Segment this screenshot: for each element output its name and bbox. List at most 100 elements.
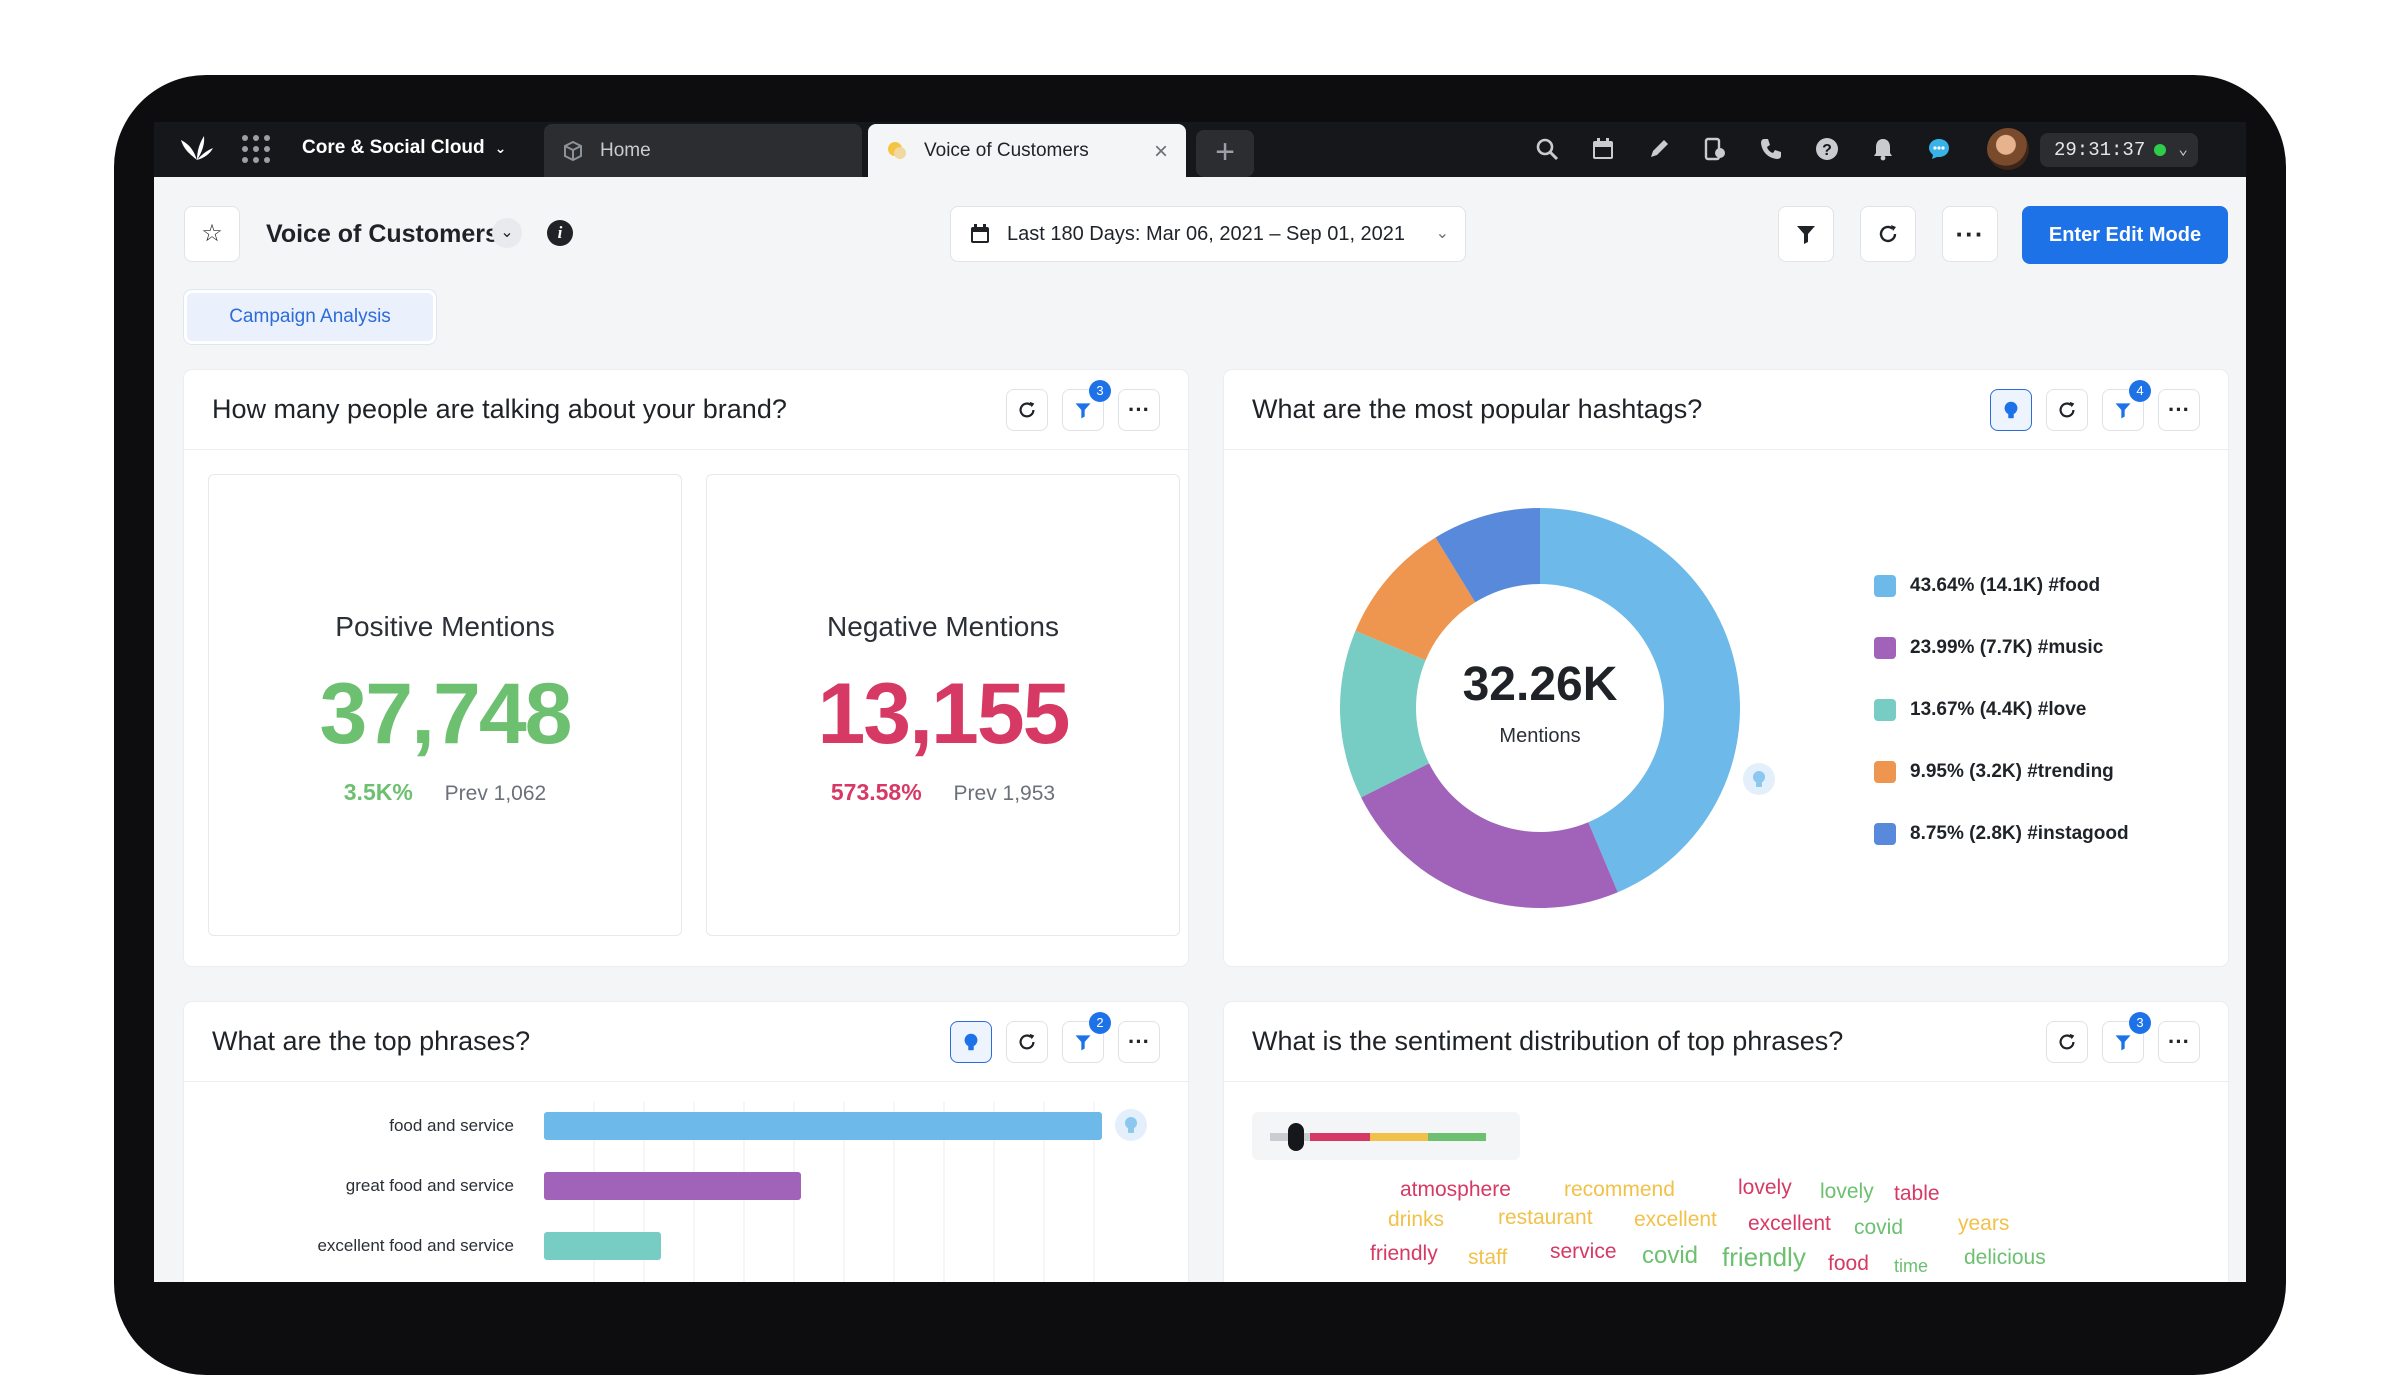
donut-slice-music[interactable] [1361, 763, 1618, 908]
tab-campaign-analysis[interactable]: Campaign Analysis [184, 290, 436, 344]
legend-swatch [1874, 823, 1896, 845]
widget-more-button[interactable]: ··· [2158, 1021, 2200, 1063]
status-clock[interactable]: 29:31:37 ⌄ [2040, 133, 2198, 167]
legend-item[interactable]: 23.99% (7.7K) #music [1874, 617, 2129, 679]
date-range-label: Last 180 Days: Mar 06, 2021 – Sep 01, 20… [1007, 223, 1406, 245]
legend-item[interactable]: 43.64% (14.1K) #food [1874, 555, 2129, 617]
legend-swatch [1874, 637, 1896, 659]
workspace-switcher[interactable]: Core & Social Cloud ⌄ [302, 137, 506, 159]
cloud-word[interactable]: food [1828, 1252, 1869, 1275]
cloud-word[interactable]: restaurant [1498, 1206, 1593, 1229]
phrase-label: great food and service [345, 1176, 514, 1195]
cloud-word[interactable]: friendly [1370, 1242, 1438, 1265]
new-tab-button[interactable]: + [1196, 130, 1254, 177]
widget-more-button[interactable]: ··· [1118, 389, 1160, 431]
cloud-word[interactable]: time [1894, 1256, 1929, 1276]
sentiment-slider[interactable] [1252, 1112, 1520, 1160]
insight-bulb-icon[interactable] [1742, 762, 1776, 796]
phrase-bar[interactable] [544, 1112, 1102, 1140]
cloud-word[interactable]: friendly [1722, 1242, 1806, 1272]
cloud-word[interactable]: excellent [1634, 1208, 1717, 1231]
legend-label: 8.75% (2.8K) #instagood [1910, 823, 2129, 844]
favorite-star-button[interactable]: ☆ [184, 206, 240, 262]
title-dropdown-chevron-icon[interactable]: ⌄ [492, 218, 522, 248]
bell-icon[interactable] [1870, 136, 1896, 162]
refresh-button[interactable] [1860, 206, 1916, 262]
app-launcher-grid-icon[interactable] [242, 135, 270, 163]
widget-filter-button[interactable]: 3 [1062, 380, 1111, 431]
info-icon[interactable]: i [547, 220, 573, 246]
close-icon[interactable]: × [1153, 138, 1168, 165]
legend-swatch [1874, 761, 1896, 783]
lightbulb-icon [2004, 401, 2018, 419]
widget-insight-button[interactable] [950, 1021, 992, 1063]
cloud-word[interactable]: lovely [1820, 1180, 1874, 1203]
cloud-word[interactable]: atmosphere [1400, 1178, 1511, 1201]
cloud-word[interactable]: drinks [1388, 1208, 1445, 1231]
widget-header: What are the top phrases? 2 ··· [184, 1002, 1188, 1082]
nav-icon-group: ? [1534, 136, 1952, 162]
phone-icon[interactable] [1758, 136, 1784, 162]
cloud-word[interactable]: covid [1854, 1216, 1904, 1239]
metric-value: 37,748 [319, 666, 572, 762]
cloud-word[interactable]: years [1958, 1212, 2010, 1235]
phrase-bar[interactable] [544, 1232, 661, 1260]
cloud-word[interactable]: delicious [1964, 1246, 2046, 1269]
phrase-bar[interactable] [544, 1172, 801, 1200]
sprinklr-logo-icon[interactable] [180, 134, 214, 164]
donut-slice-trending[interactable] [1355, 537, 1476, 661]
chat-bubbles-icon [888, 141, 906, 159]
cloud-word[interactable]: table [1894, 1182, 1940, 1205]
cloud-word[interactable]: covid [1642, 1242, 1699, 1269]
slider-handle[interactable] [1288, 1123, 1304, 1151]
filter-button[interactable] [1778, 206, 1834, 262]
widget-more-button[interactable]: ··· [2158, 389, 2200, 431]
widget-refresh-button[interactable] [1006, 389, 1048, 431]
donut-slice-instagood[interactable] [1435, 508, 1540, 603]
filter-icon [1075, 1035, 1091, 1051]
metric-comparison: 573.58% Prev 1,953 [707, 779, 1179, 806]
metric-prev: Prev 1,062 [444, 782, 547, 805]
legend-item[interactable]: 8.75% (2.8K) #instagood [1874, 803, 2129, 865]
donut-center-value: 32.26K [1463, 658, 1618, 711]
cloud-word[interactable]: excellent [1748, 1212, 1831, 1235]
donut-slice-food[interactable] [1540, 508, 1740, 893]
insight-bulb-icon[interactable] [1114, 1108, 1148, 1142]
tab-voice-of-customers[interactable]: Voice of Customers × [868, 124, 1186, 177]
widget-filter-button[interactable]: 2 [1062, 1012, 1111, 1063]
cloud-word[interactable]: lovely [1738, 1176, 1792, 1199]
cloud-word[interactable]: recommend [1564, 1178, 1675, 1201]
refresh-icon [1019, 1033, 1035, 1050]
tab-label: Home [600, 139, 651, 161]
widget-refresh-button[interactable] [2046, 389, 2088, 431]
widget-refresh-button[interactable] [1006, 1021, 1048, 1063]
legend-item[interactable]: 9.95% (3.2K) #trending [1874, 741, 2129, 803]
widget-insight-button[interactable] [1990, 389, 2032, 431]
more-options-button[interactable]: ··· [1942, 206, 1998, 262]
widget-header: What is the sentiment distribution of to… [1224, 1002, 2228, 1082]
widget-filter-button[interactable]: 3 [2102, 1012, 2151, 1063]
search-icon[interactable] [1534, 136, 1560, 162]
widget-refresh-button[interactable] [2046, 1021, 2088, 1063]
donut-slice-love[interactable] [1340, 630, 1430, 798]
calendar-icon[interactable] [1590, 136, 1616, 162]
slider-track-mixed [1370, 1133, 1428, 1141]
compose-icon[interactable] [1702, 136, 1728, 162]
legend-swatch [1874, 575, 1896, 597]
widget-filter-button[interactable]: 4 [2102, 380, 2151, 431]
legend-item[interactable]: 13.67% (4.4K) #love [1874, 679, 2129, 741]
widget-more-button[interactable]: ··· [1118, 1021, 1160, 1063]
cloud-word[interactable]: service [1550, 1240, 1617, 1263]
tab-home[interactable]: Home [544, 124, 862, 177]
slider-track-positive [1428, 1133, 1486, 1141]
cloud-word[interactable]: staff [1468, 1246, 1508, 1269]
help-icon[interactable]: ? [1814, 136, 1840, 162]
chat-icon[interactable] [1926, 136, 1952, 162]
date-range-selector[interactable]: Last 180 Days: Mar 06, 2021 – Sep 01, 20… [950, 206, 1466, 262]
filter-icon [2115, 1035, 2131, 1051]
more-dots-icon: ··· [2168, 397, 2190, 422]
user-avatar[interactable] [1987, 128, 2029, 170]
pencil-icon[interactable] [1646, 136, 1672, 162]
enter-edit-mode-button[interactable]: Enter Edit Mode [2022, 206, 2228, 264]
filter-icon [1075, 403, 1091, 419]
